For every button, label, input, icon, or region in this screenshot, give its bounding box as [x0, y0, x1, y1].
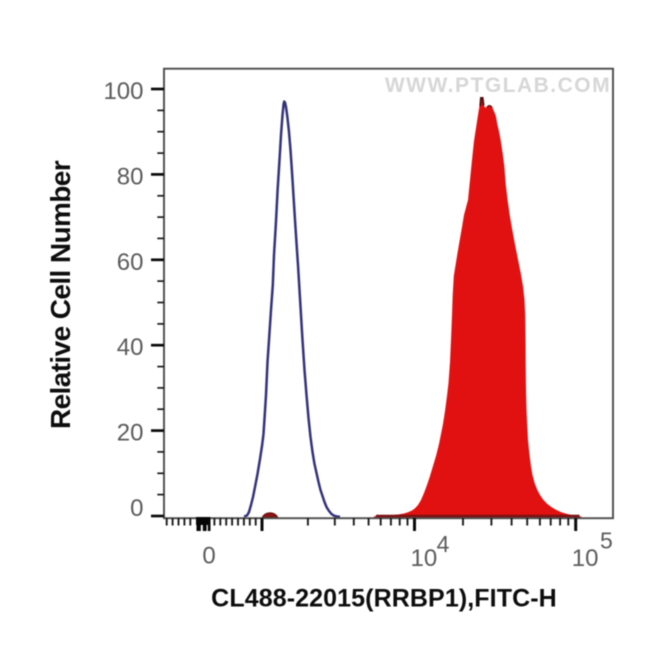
svg-text:WWW.PTGLAB.COM: WWW.PTGLAB.COM	[385, 74, 611, 97]
svg-text:60: 60	[117, 249, 144, 276]
svg-text:80: 80	[117, 163, 144, 190]
svg-text:10: 10	[411, 545, 438, 572]
svg-text:CL488-22015(RRBP1),FITC-H: CL488-22015(RRBP1),FITC-H	[211, 585, 557, 613]
svg-text:0: 0	[202, 543, 215, 570]
svg-text:10: 10	[572, 545, 599, 572]
svg-text:100: 100	[103, 78, 143, 105]
svg-text:4: 4	[437, 531, 450, 557]
svg-text:40: 40	[117, 334, 144, 361]
svg-text:0: 0	[130, 495, 143, 522]
svg-text:20: 20	[117, 420, 144, 447]
svg-text:Relative Cell Number: Relative Cell Number	[45, 160, 76, 429]
svg-text:5: 5	[600, 528, 613, 554]
